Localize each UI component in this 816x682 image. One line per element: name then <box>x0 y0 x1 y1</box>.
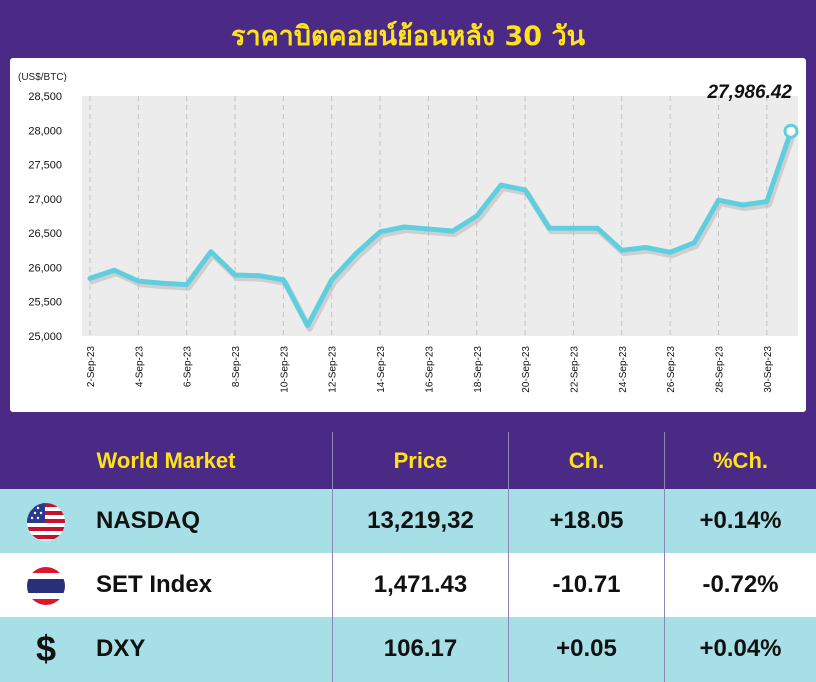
y-tick-label: 26,000 <box>28 262 62 274</box>
x-tick-label: 10-Sep-23 <box>279 346 290 393</box>
x-tick-label: 12-Sep-23 <box>328 346 339 393</box>
x-tick-label: 4-Sep-23 <box>134 346 145 388</box>
y-tick-label: 26,500 <box>28 228 62 240</box>
y-tick-label: 28,500 <box>28 91 62 103</box>
world-market-table: World Market Price Ch. %Ch. <box>0 432 816 682</box>
x-tick-label: 2-Sep-23 <box>86 346 97 388</box>
btc-line-chart: 25,000 25,500 26,000 26,500 27,000 27,500 28,0… <box>18 72 799 393</box>
y-tick-label: 27,000 <box>28 194 62 206</box>
x-tick-label: 14-Sep-23 <box>376 346 387 393</box>
market-price: 13,219,32 <box>367 507 474 534</box>
market-percent-change: +0.14% <box>699 507 782 534</box>
x-tick-label: 16-Sep-23 <box>424 346 435 393</box>
table-row: $ DXY 106.17 +0.05 +0.04% <box>0 617 816 682</box>
market-price: 106.17 <box>383 635 458 662</box>
market-change: +18.05 <box>549 507 624 534</box>
column-divider <box>508 432 509 682</box>
plot-background <box>82 96 798 336</box>
chart-card: 25,000 25,500 26,000 26,500 27,000 27,500 28,0… <box>10 58 806 412</box>
y-tick-label: 25,000 <box>28 331 62 343</box>
table-header: World Market Price Ch. %Ch. <box>0 432 816 489</box>
column-divider <box>332 432 333 682</box>
page-title: ราคาบิตคอยน์ย้อนหลัง 30 วัน <box>230 21 586 52</box>
x-tick-label: 20-Sep-23 <box>521 346 532 393</box>
market-name: DXY <box>96 635 146 662</box>
market-percent-change: +0.04% <box>699 635 782 662</box>
x-tick-label: 28-Sep-23 <box>714 346 725 393</box>
header-change: Ch. <box>568 448 605 473</box>
x-tick-label: 8-Sep-23 <box>231 346 242 388</box>
table-row: NASDAQ 13,219,32 +18.05 +0.14% <box>0 489 816 553</box>
y-tick-label: 28,000 <box>28 125 62 137</box>
us-flag-icon <box>27 503 65 541</box>
header-world-market: World Market <box>96 448 236 473</box>
y-tick-label: 25,500 <box>28 297 62 309</box>
header-price: Price <box>393 448 448 473</box>
x-tick-label: 22-Sep-23 <box>569 346 580 393</box>
market-change: -10.71 <box>552 571 621 598</box>
x-tick-label: 18-Sep-23 <box>473 346 484 393</box>
x-tick-label: 30-Sep-23 <box>763 346 774 393</box>
last-value-label: 27,986.42 <box>706 82 792 103</box>
x-tick-label: 26-Sep-23 <box>666 346 677 393</box>
dollar-icon: $ <box>35 628 57 669</box>
series-line-shadow <box>89 131 796 332</box>
market-change: +0.05 <box>556 635 617 662</box>
x-tick-label: 6-Sep-23 <box>183 346 194 388</box>
market-price: 1,471.43 <box>373 571 468 598</box>
x-tick-label: 24-Sep-23 <box>618 346 629 393</box>
y-unit-label: (US$/BTC) <box>18 72 67 83</box>
thai-flag-icon <box>27 567 65 605</box>
header-percent-change: %Ch. <box>713 448 768 473</box>
market-name: NASDAQ <box>96 507 201 534</box>
market-name: SET Index <box>96 571 213 598</box>
y-tick-label: 27,500 <box>28 160 62 172</box>
series-line <box>87 128 794 329</box>
column-divider <box>664 432 665 682</box>
last-data-point <box>783 123 799 139</box>
table-row: SET Index 1,471.43 -10.71 -0.72% <box>0 553 816 617</box>
market-percent-change: -0.72% <box>702 571 779 598</box>
